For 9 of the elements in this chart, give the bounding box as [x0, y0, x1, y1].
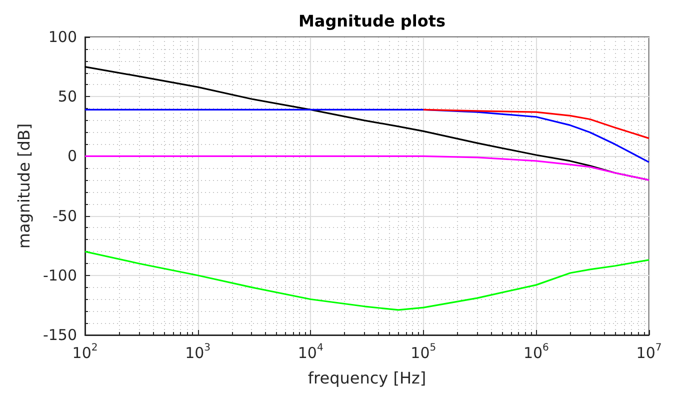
- y-tick-label: 0: [67, 147, 77, 166]
- x-axis-title: frequency [Hz]: [308, 368, 426, 388]
- y-tick-label: -50: [52, 206, 77, 225]
- y-tick-label: -100: [42, 266, 77, 284]
- y-axis-title: magnitude [dB]: [14, 123, 34, 249]
- y-tick-label: 100: [48, 28, 77, 46]
- y-tick-label: -150: [42, 326, 77, 344]
- y-tick-label: 50: [58, 88, 77, 106]
- chart-title: Magnitude plots: [298, 12, 446, 30]
